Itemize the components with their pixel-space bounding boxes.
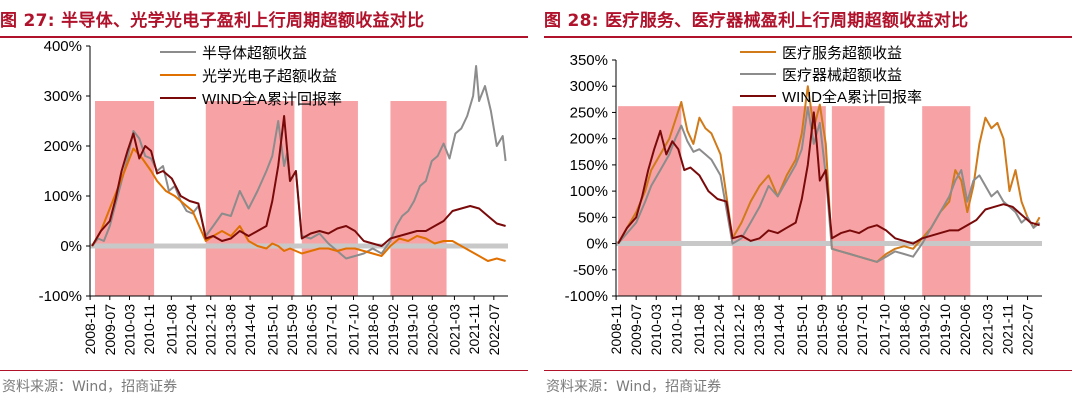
shaded-period [205, 101, 295, 296]
x-tick-label: 2017-10 [346, 304, 362, 356]
y-tick-label: -100% [39, 288, 82, 305]
x-tick-label: 2021-11 [466, 304, 482, 355]
y-tick-label: 100% [570, 183, 608, 200]
x-tick-label: 2015-09 [284, 304, 300, 356]
x-tick-label: 2009-07 [628, 304, 644, 356]
x-tick-label: 2009-07 [102, 304, 118, 356]
x-tick-label: 2019-10 [937, 304, 953, 356]
x-tick-label: 2020-06 [424, 304, 440, 356]
chart-panel-28: 图 28: 医疗服务、医疗器械盈利上行周期超额收益对比 -100% -50% 0% 5… [544, 0, 1080, 402]
x-tick-label: 2013-08 [751, 304, 767, 356]
x-tick-label: 2008-11 [82, 304, 98, 355]
x-tick-label: 2012-04 [711, 304, 727, 356]
x-tick-label: 2014-04 [242, 304, 258, 356]
x-tick-label: 2017-01 [323, 304, 339, 356]
source-rule [0, 370, 528, 371]
chart-27-svg: -100%0%100%200%300%400%2008-11 2009-07 201… [39, 38, 508, 356]
chart-title: 图 27: 半导体、光学光电子盈利上行周期超额收益对比 [0, 11, 425, 31]
x-tick-label: 2011-08 [691, 304, 707, 355]
x-tick-label: 2018-06 [897, 304, 913, 356]
x-tick-label: 2019-10 [405, 304, 421, 356]
title-rule [544, 36, 1072, 38]
y-tick-label: 250% [570, 104, 608, 121]
series-line [91, 115, 506, 247]
y-tick-label: -50% [573, 262, 608, 279]
x-tick-label: 2019-02 [385, 304, 401, 356]
y-tick-label: 50% [578, 209, 608, 226]
x-tick-label: 2021-11 [999, 304, 1015, 355]
x-tick-label: 2013-08 [222, 304, 238, 356]
y-tick-label: 300% [570, 78, 608, 95]
legend-label: 医疗服务超额收益 [782, 45, 902, 62]
x-tick-label: 2015-01 [264, 304, 280, 356]
y-tick-label: 300% [44, 88, 82, 105]
legend-label: 半导体超额收益 [202, 45, 307, 62]
series-line [91, 147, 506, 262]
x-tick-label: 2017-10 [877, 304, 893, 356]
y-tick-label: 100% [44, 188, 82, 205]
title-rule [0, 36, 528, 38]
x-tick-label: 2017-01 [854, 304, 870, 356]
x-tick-label: 2010-03 [648, 304, 664, 356]
source-rule [544, 370, 1072, 371]
y-tick-label: 200% [44, 138, 82, 155]
y-tick-label: 200% [570, 131, 608, 148]
shaded-period [390, 101, 447, 296]
shaded-period [618, 106, 682, 296]
source-note: 资料来源：Wind，招商证券 [2, 379, 178, 395]
x-tick-label: 2018-06 [365, 304, 381, 356]
x-tick-label: 2022-07 [486, 304, 502, 356]
chart-title: 图 28: 医疗服务、医疗器械盈利上行周期超额收益对比 [544, 11, 969, 31]
shaded-period [831, 106, 885, 296]
legend-label: WIND全A累计回报率 [202, 90, 342, 108]
x-tick-label: 2012-12 [203, 304, 219, 356]
x-tick-label: 2008-11 [608, 304, 624, 355]
shaded-period [95, 101, 155, 296]
y-tick-label: 150% [570, 157, 608, 174]
x-tick-label: 2015-09 [814, 304, 830, 356]
y-tick-label: -100% [565, 288, 608, 305]
series-line [617, 111, 1040, 245]
source-note: 资料来源：Wind，招商证券 [546, 379, 722, 395]
x-tick-label: 2020-06 [957, 304, 973, 356]
x-tick-label: 2015-01 [794, 304, 810, 356]
shaded-period [301, 101, 358, 296]
x-tick-label: 2012-04 [183, 304, 199, 356]
x-tick-label: 2010-03 [121, 304, 137, 356]
x-tick-label: 2016-05 [834, 304, 850, 356]
y-tick-label: 0% [60, 238, 82, 255]
y-tick-label: 0% [586, 236, 608, 253]
legend-label: 光学光电子超额收益 [202, 68, 337, 85]
series-line [617, 106, 1041, 263]
y-tick-label: 350% [570, 52, 608, 69]
x-tick-label: 2016-05 [304, 304, 320, 356]
x-tick-label: 2022-07 [1020, 304, 1036, 356]
x-tick-label: 2010-11 [141, 304, 157, 355]
x-tick-label: 2012-12 [731, 304, 747, 356]
x-tick-label: 2021-03 [446, 304, 462, 356]
x-tick-label: 2010-11 [668, 304, 684, 355]
chart-28-svg: -100% -50% 0% 50% 100% 150% 200% 250% 300% 350% 20… [565, 45, 1042, 356]
x-tick-label: 2021-03 [979, 304, 995, 356]
legend-label: 医疗器械超额收益 [782, 67, 902, 84]
legend-label: WIND全A累计回报率 [782, 88, 922, 106]
x-tick-label: 2019-02 [917, 304, 933, 356]
x-tick-label: 2011-08 [163, 304, 179, 355]
chart-panel-27: 图 27: 半导体、光学光电子盈利上行周期超额收益对比 -100% 0% 100% 2… [0, 0, 536, 402]
y-tick-label: 400% [44, 38, 82, 55]
x-tick-label: 2014-04 [771, 304, 787, 356]
